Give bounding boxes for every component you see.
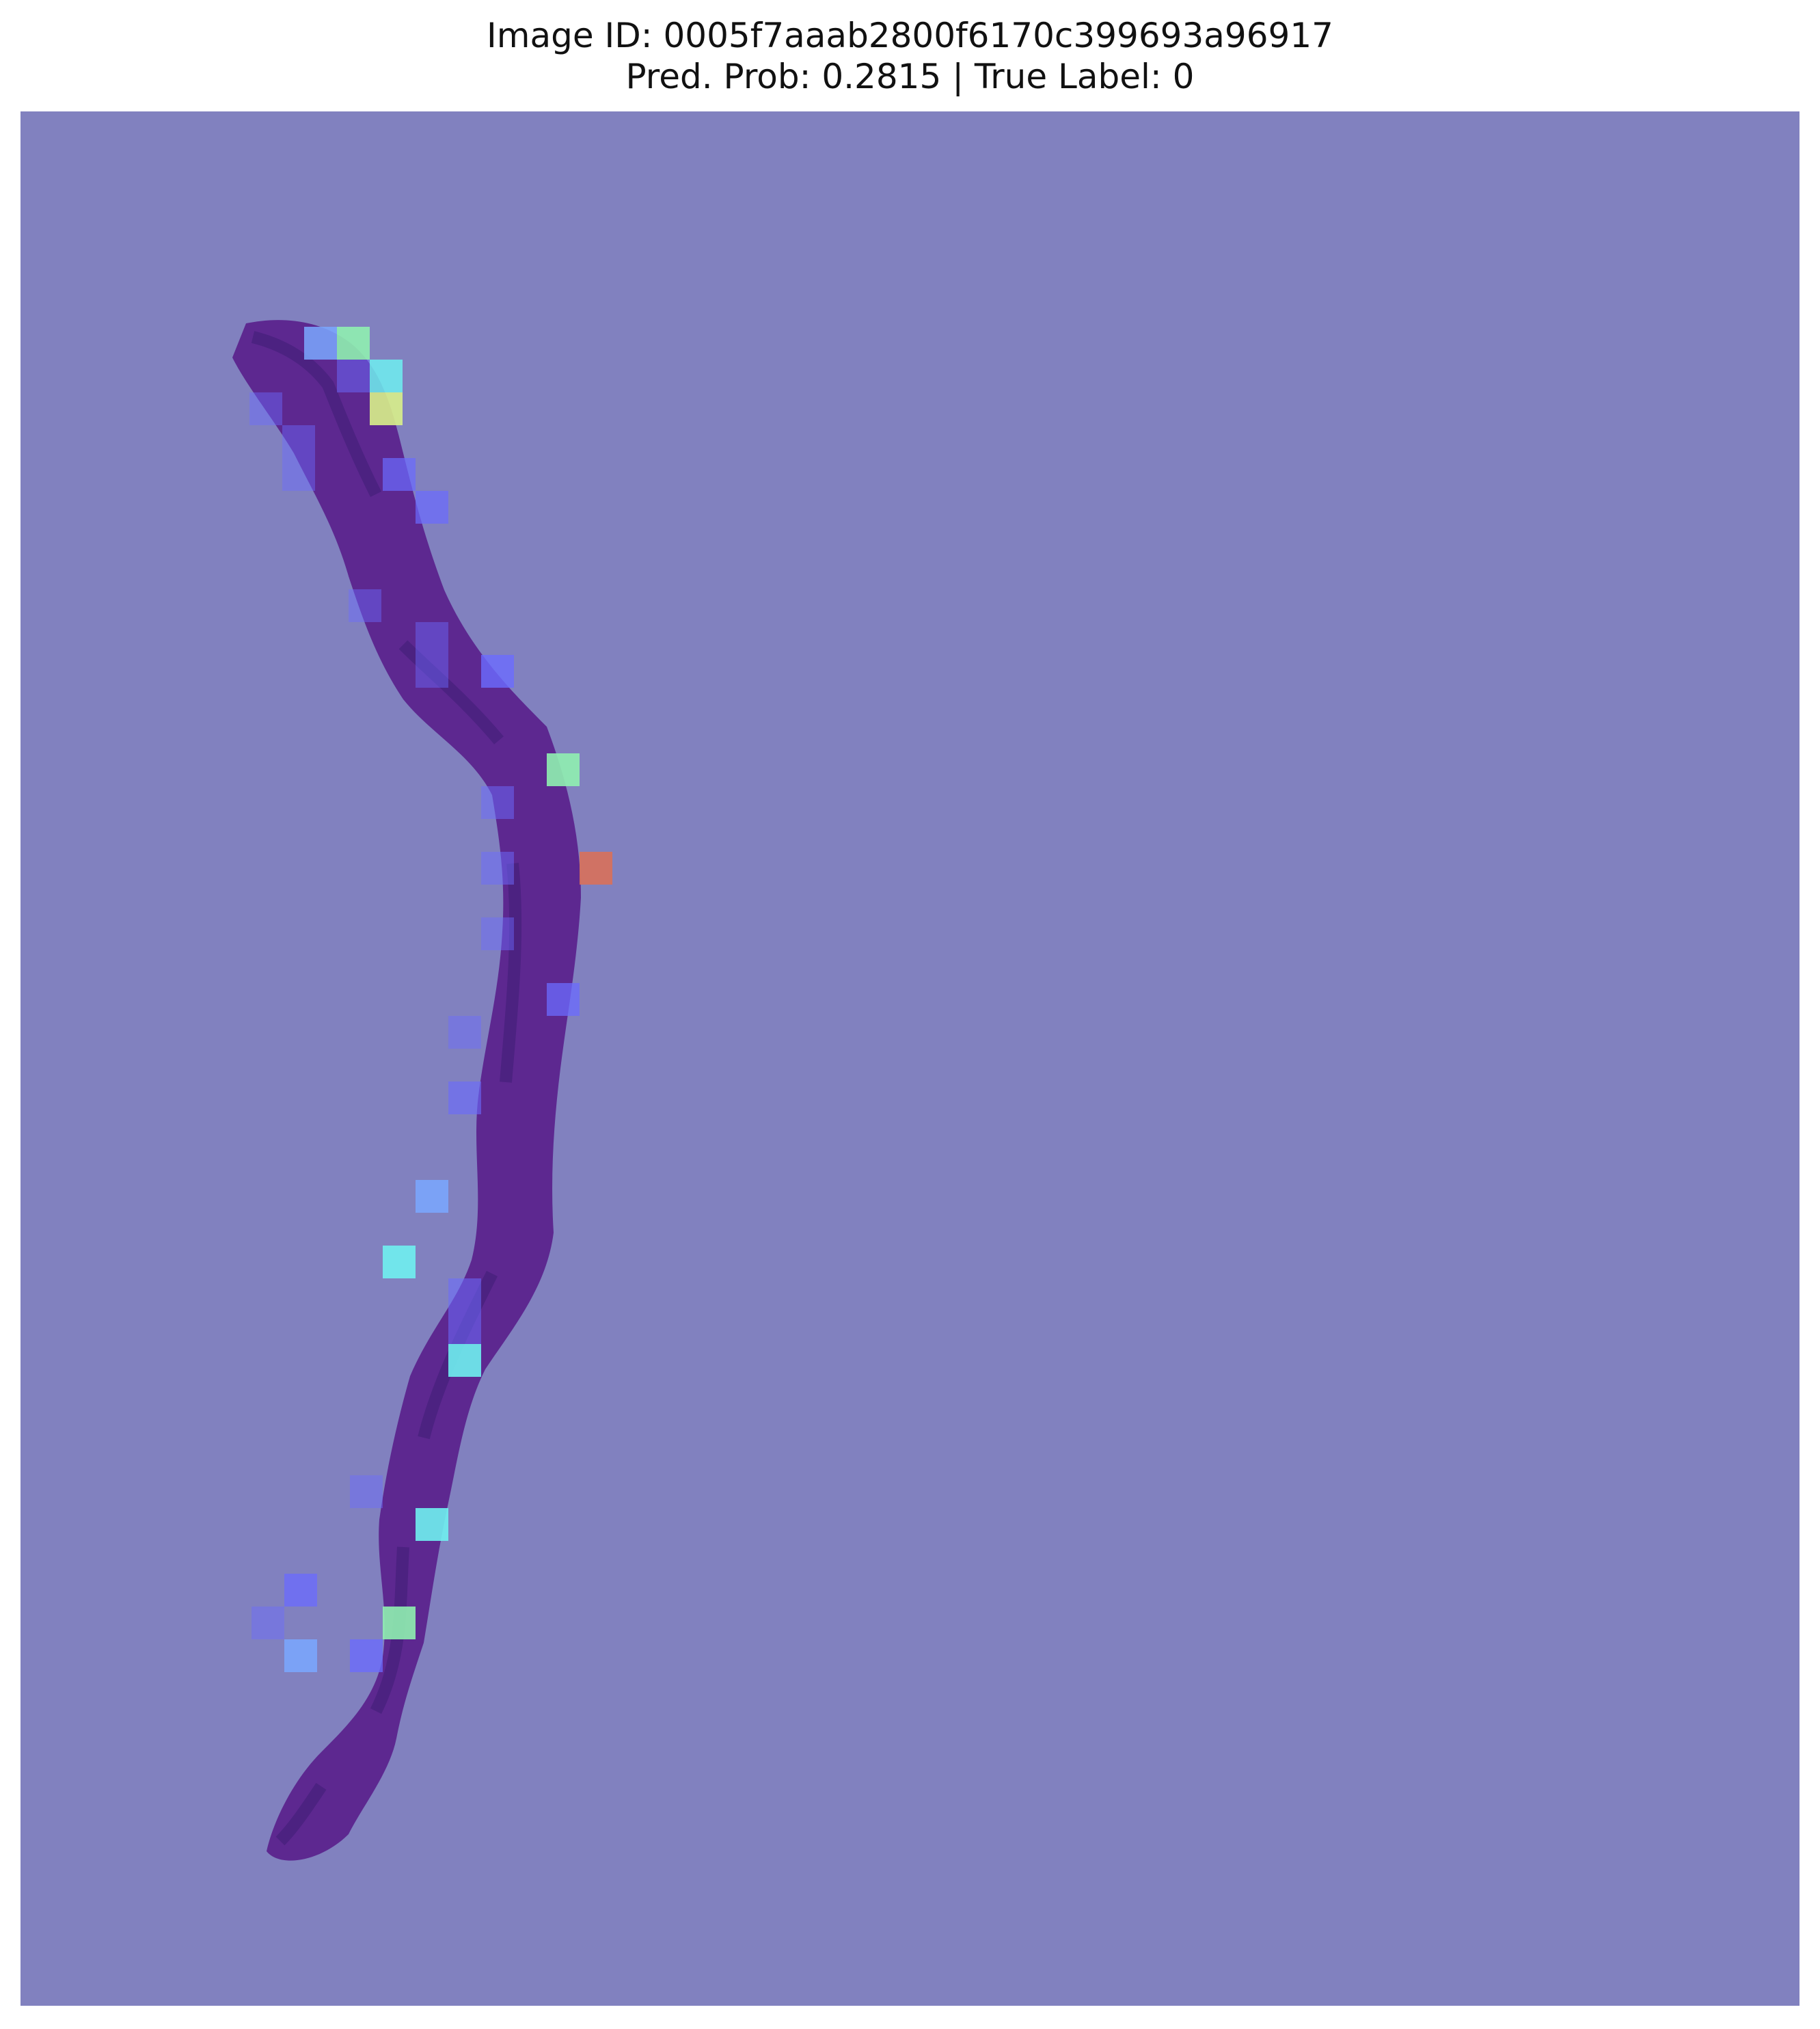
patch [284,1639,317,1672]
tissue-heatmap [21,111,1799,2006]
patch [448,1344,481,1377]
patch [416,1508,448,1541]
patch [416,622,448,655]
patch [481,852,514,885]
patch [383,1607,416,1639]
patch [547,983,580,1016]
patch [383,1246,416,1278]
patch [416,655,448,688]
image-id-label: Image ID: 0005f7aaab2800f6170c399693a969… [487,16,1333,55]
patch [304,327,337,360]
patch [580,852,612,885]
patch [337,360,370,392]
patch [383,458,416,491]
patch [350,1639,383,1672]
patch [337,327,370,360]
tissue-strip [232,320,581,1861]
patch [481,655,514,688]
patch [416,491,448,524]
patch [481,917,514,950]
patch [370,392,403,425]
figure-title: Image ID: 0005f7aaab2800f6170c399693a969… [0,15,1820,97]
prediction-label: Pred. Prob: 0.2815 | True Label: 0 [625,57,1195,96]
patch [448,1081,481,1114]
patch [547,753,580,786]
patch [249,392,282,425]
patch [448,1311,481,1344]
patch [284,1574,317,1607]
patch [282,458,315,491]
patch [252,1607,284,1639]
patch [350,1475,383,1508]
patch [448,1278,481,1311]
patch [416,1180,448,1213]
attention-patches [249,327,612,1672]
patch [370,360,403,392]
heatmap-image [21,111,1799,2006]
patch [481,786,514,819]
patch [349,589,381,622]
patch [282,425,315,458]
patch [448,1016,481,1049]
